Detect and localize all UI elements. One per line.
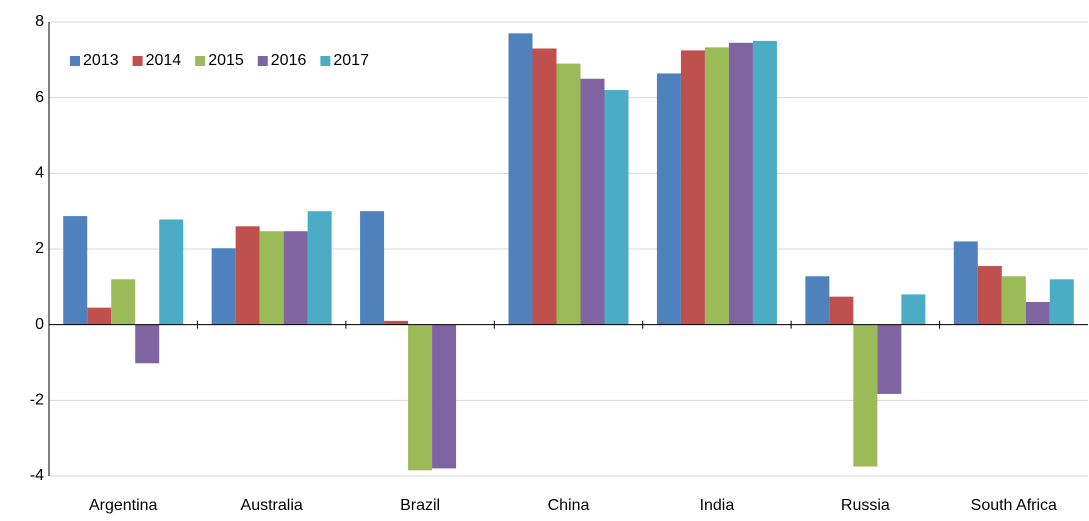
y-tick-label: 8 bbox=[35, 13, 44, 30]
bar bbox=[159, 219, 184, 325]
y-tick-label: 2 bbox=[35, 240, 44, 257]
x-tick-label: South Africa bbox=[971, 497, 1057, 514]
bar bbox=[556, 63, 581, 325]
bar bbox=[604, 90, 629, 325]
legend-label: 2013 bbox=[83, 52, 119, 69]
bar bbox=[680, 50, 705, 325]
bar bbox=[580, 78, 605, 325]
bar bbox=[829, 296, 854, 325]
bar bbox=[977, 266, 1002, 325]
bar bbox=[532, 48, 557, 325]
legend-swatch bbox=[132, 56, 143, 66]
bar bbox=[408, 324, 433, 471]
x-tick-label: Russia bbox=[841, 497, 890, 514]
bar bbox=[111, 279, 136, 325]
bar bbox=[704, 47, 729, 325]
bar bbox=[752, 40, 777, 325]
legend-label: 2015 bbox=[208, 52, 244, 69]
x-tick-label: Brazil bbox=[400, 497, 440, 514]
legend-swatch bbox=[70, 56, 80, 66]
bar bbox=[360, 211, 385, 325]
bar bbox=[211, 248, 236, 325]
bar bbox=[728, 42, 753, 325]
bar bbox=[307, 211, 332, 325]
bar bbox=[1025, 301, 1050, 325]
bar bbox=[953, 241, 978, 325]
bar bbox=[384, 320, 409, 325]
bar bbox=[1049, 279, 1074, 325]
legend-swatch bbox=[320, 56, 331, 66]
bar bbox=[63, 216, 88, 325]
y-tick-label: -2 bbox=[30, 392, 44, 409]
legend-swatch bbox=[257, 56, 268, 66]
bar bbox=[805, 276, 830, 325]
bar bbox=[87, 307, 112, 325]
bar bbox=[432, 324, 457, 469]
bar bbox=[877, 324, 902, 394]
y-tick-label: 6 bbox=[35, 89, 44, 106]
bar bbox=[259, 231, 284, 325]
y-tick-label: 0 bbox=[35, 316, 44, 333]
bar bbox=[901, 294, 926, 325]
y-tick-label: 4 bbox=[35, 165, 44, 182]
bar bbox=[853, 324, 878, 467]
legend-swatch bbox=[195, 56, 206, 66]
y-tick-label: -4 bbox=[30, 467, 44, 484]
x-tick-label: Argentina bbox=[89, 497, 158, 514]
bar bbox=[1001, 276, 1026, 325]
legend-label: 2017 bbox=[333, 52, 369, 69]
bar bbox=[508, 33, 533, 325]
bar bbox=[283, 231, 308, 325]
legend-label: 2016 bbox=[271, 52, 307, 69]
bar bbox=[656, 73, 681, 325]
x-tick-label: China bbox=[548, 497, 590, 514]
x-tick-label: Australia bbox=[241, 497, 303, 514]
x-tick-label: India bbox=[700, 497, 735, 514]
bar bbox=[235, 226, 260, 325]
legend-label: 2014 bbox=[146, 52, 182, 69]
bar bbox=[135, 324, 160, 364]
